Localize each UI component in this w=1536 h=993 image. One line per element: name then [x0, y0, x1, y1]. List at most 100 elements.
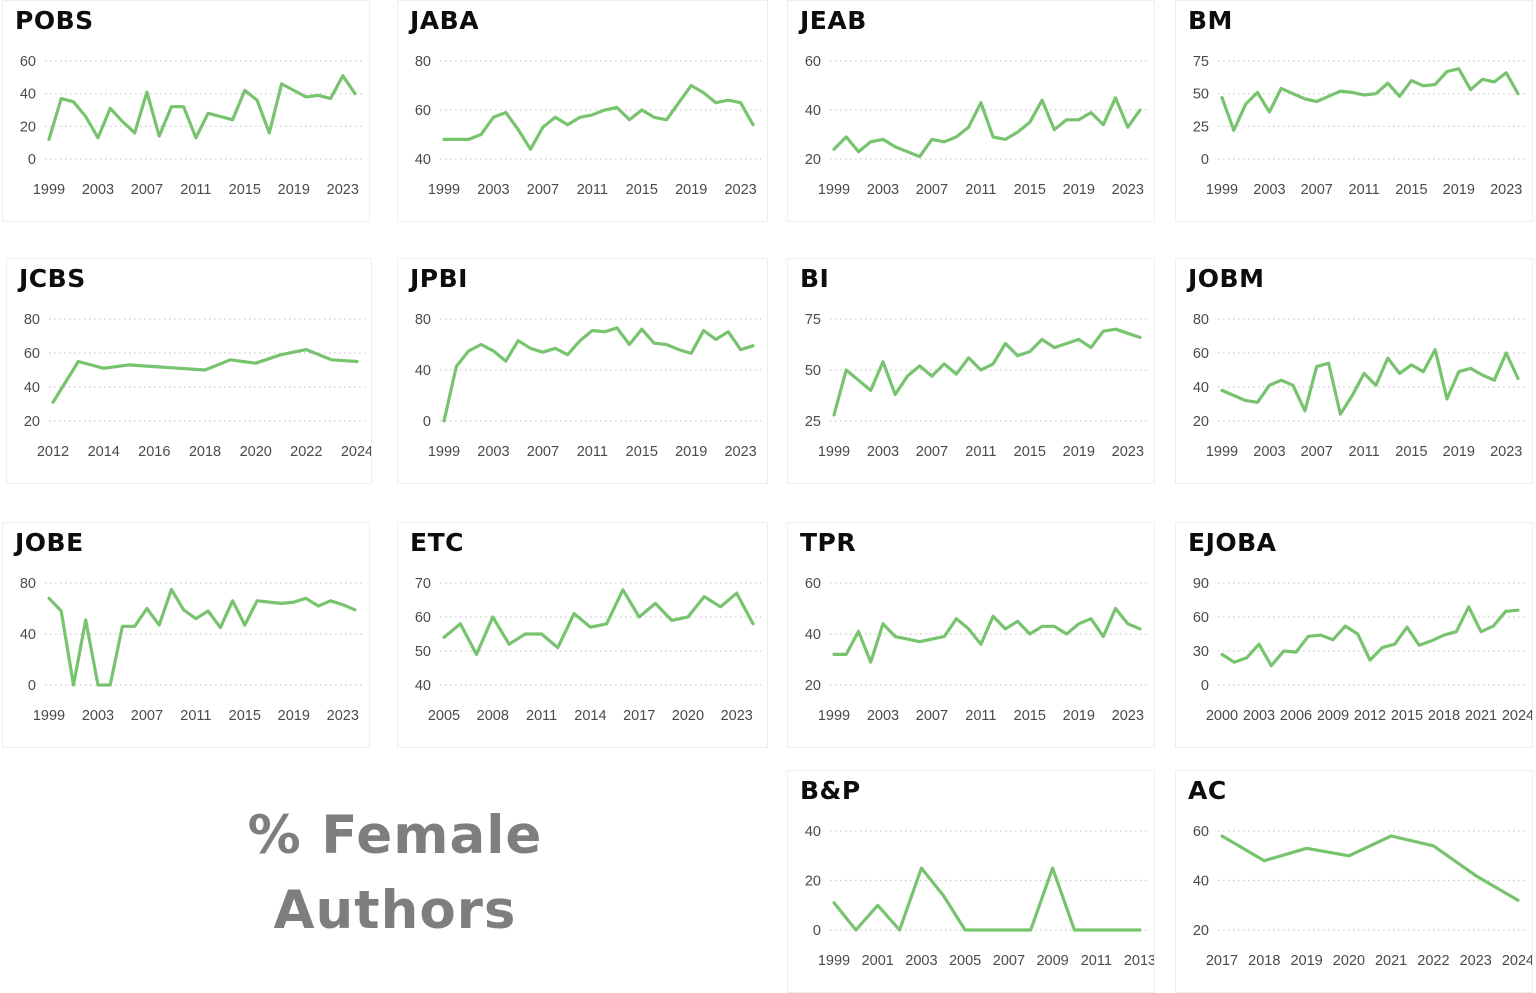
chart-line	[51, 347, 359, 404]
x-tick-label: 2007	[916, 708, 948, 724]
x-tick-label: 2014	[88, 444, 120, 460]
x-tick-label: 2003	[905, 953, 937, 969]
x-tick-label: 2015	[1014, 708, 1046, 724]
chart-card-ejoba: EJOBA 0 30 60 90 2000 2003 2006 2009 2012 2015 201…	[1175, 522, 1533, 748]
x-tick-label: 2007	[916, 182, 948, 198]
y-tick-label: 0	[423, 414, 431, 430]
chart-title: JABA	[410, 6, 480, 35]
x-tick-label: 2015	[1014, 444, 1046, 460]
chart-card-jcbs: JCBS 20 40 60 80 2012 2014 2016 2018 2020 2022 202…	[6, 258, 372, 484]
chart-line	[832, 866, 1142, 932]
line-chart: 0 30 60 90 2000 2003 2006 2009 2012 2015 2018 2021 2…	[1176, 523, 1532, 747]
x-tick-label: 1999	[428, 444, 460, 460]
y-tick-label: 0	[28, 152, 36, 168]
x-tick-label: 2020	[1333, 953, 1365, 969]
x-tick-label: 2021	[1375, 953, 1407, 969]
x-tick-label: 2007	[916, 444, 948, 460]
x-tick-label: 2022	[1417, 953, 1449, 969]
x-tick-label: 2024	[341, 444, 371, 460]
chart-card-jpbi: JPBI 0 40 80 1999 2003 2007 2011 2015 2019 2023	[397, 258, 768, 484]
x-tick-label: 2020	[240, 444, 272, 460]
x-tick-label: 2011	[1349, 444, 1380, 460]
x-tick-label: 2023	[1112, 708, 1144, 724]
x-tick-label: 2011	[180, 182, 211, 198]
x-tick-label: 2015	[626, 444, 658, 460]
y-tick-label: 30	[1193, 644, 1209, 660]
y-tick-label: 40	[1193, 874, 1209, 890]
y-tick-label: 0	[28, 678, 36, 694]
x-tick-label: 2003	[477, 182, 509, 198]
chart-card-ac: AC 20 40 60 2017 2018 2019 2020 2021 2022 2023 202…	[1175, 770, 1533, 993]
chart-line	[832, 606, 1142, 664]
chart-title: ETC	[410, 528, 464, 557]
x-tick-label: 2006	[1280, 708, 1312, 724]
y-tick-label: 40	[805, 824, 821, 840]
x-tick-label: 2023	[1112, 182, 1144, 198]
chart-title: BM	[1188, 6, 1233, 35]
chart-card-etc: ETC 40 50 60 70 2005 2008 2011 2014 2017 2020 2023	[397, 522, 768, 748]
x-tick-label: 2015	[229, 708, 261, 724]
x-tick-label: 2017	[1206, 953, 1238, 969]
y-tick-label: 75	[805, 312, 821, 328]
x-tick-label: 2003	[867, 708, 899, 724]
line-chart: 20 40 60 80 1999 2003 2007 2011 2015 2019 2023	[1176, 259, 1532, 483]
y-tick-label: 40	[1193, 380, 1209, 396]
x-tick-label: 2003	[1243, 708, 1275, 724]
y-tick-label: 0	[813, 923, 821, 939]
x-tick-label: 2022	[290, 444, 322, 460]
chart-title: JOBM	[1188, 264, 1265, 293]
chart-title: POBS	[15, 6, 94, 35]
x-tick-label: 2003	[867, 444, 899, 460]
y-tick-label: 80	[415, 312, 431, 328]
x-tick-label: 2007	[1301, 182, 1333, 198]
chart-title: BI	[800, 264, 830, 293]
y-tick-label: 40	[20, 627, 36, 643]
x-tick-label: 2023	[724, 182, 756, 198]
chart-title: JPBI	[410, 264, 468, 293]
x-tick-label: 1999	[1206, 182, 1238, 198]
x-tick-label: 2015	[1014, 182, 1046, 198]
x-tick-label: 2023	[1490, 444, 1522, 460]
chart-line	[832, 96, 1142, 159]
x-tick-label: 2018	[189, 444, 221, 460]
x-tick-label: 2011	[577, 182, 608, 198]
line-chart: 0 20 40 1999 2001 2003 2005 2007 2009 2011 2013	[788, 771, 1154, 992]
x-tick-label: 2018	[1248, 953, 1280, 969]
line-chart: 20 40 60 1999 2003 2007 2011 2015 2019 2023	[788, 1, 1154, 221]
x-tick-label: 2023	[1460, 953, 1492, 969]
y-tick-label: 40	[20, 87, 36, 103]
line-chart: 40 50 60 70 2005 2008 2011 2014 2017 2020 2023	[398, 523, 767, 747]
y-tick-label: 20	[1193, 414, 1209, 430]
x-tick-label: 2013	[1124, 953, 1154, 969]
chart-title: AC	[1188, 776, 1227, 805]
y-tick-label: 80	[20, 576, 36, 592]
x-tick-label: 2011	[526, 708, 557, 724]
chart-line	[832, 327, 1142, 417]
line-chart: 0 40 80 1999 2003 2007 2011 2015 2019 2023	[398, 259, 767, 483]
y-tick-label: 20	[805, 152, 821, 168]
line-chart: 20 40 60 2017 2018 2019 2020 2021 2022 2023 2024	[1176, 771, 1532, 992]
line-chart: 0 40 80 1999 2003 2007 2011 2015 2019 2023	[3, 523, 369, 747]
line-chart: 20 40 60 1999 2003 2007 2011 2015 2019 2023	[788, 523, 1154, 747]
line-chart: 0 25 50 75 1999 2003 2007 2011 2015 2019 2023	[1176, 1, 1532, 221]
chart-line	[1220, 834, 1520, 902]
x-tick-label: 2009	[1317, 708, 1349, 724]
x-tick-label: 2015	[1395, 182, 1427, 198]
x-tick-label: 2016	[138, 444, 170, 460]
x-tick-label: 2019	[278, 708, 310, 724]
x-tick-label: 2011	[1349, 182, 1380, 198]
chart-card-pobs: POBS 0 20 40 60 1999 2003 2007 2011 2015 2019 2023	[2, 0, 370, 222]
y-tick-label: 40	[415, 363, 431, 379]
chart-line	[442, 83, 755, 151]
x-tick-label: 2019	[675, 444, 707, 460]
x-tick-label: 1999	[33, 182, 65, 198]
x-tick-label: 2019	[1063, 444, 1095, 460]
y-tick-label: 20	[805, 874, 821, 890]
x-tick-label: 2023	[1490, 182, 1522, 198]
x-tick-label: 2003	[1253, 444, 1285, 460]
y-tick-label: 20	[24, 414, 40, 430]
chart-card-bi: BI 25 50 75 1999 2003 2007 2011 2015 2019 2023	[787, 258, 1155, 484]
y-tick-label: 50	[805, 363, 821, 379]
y-tick-label: 50	[1193, 87, 1209, 103]
